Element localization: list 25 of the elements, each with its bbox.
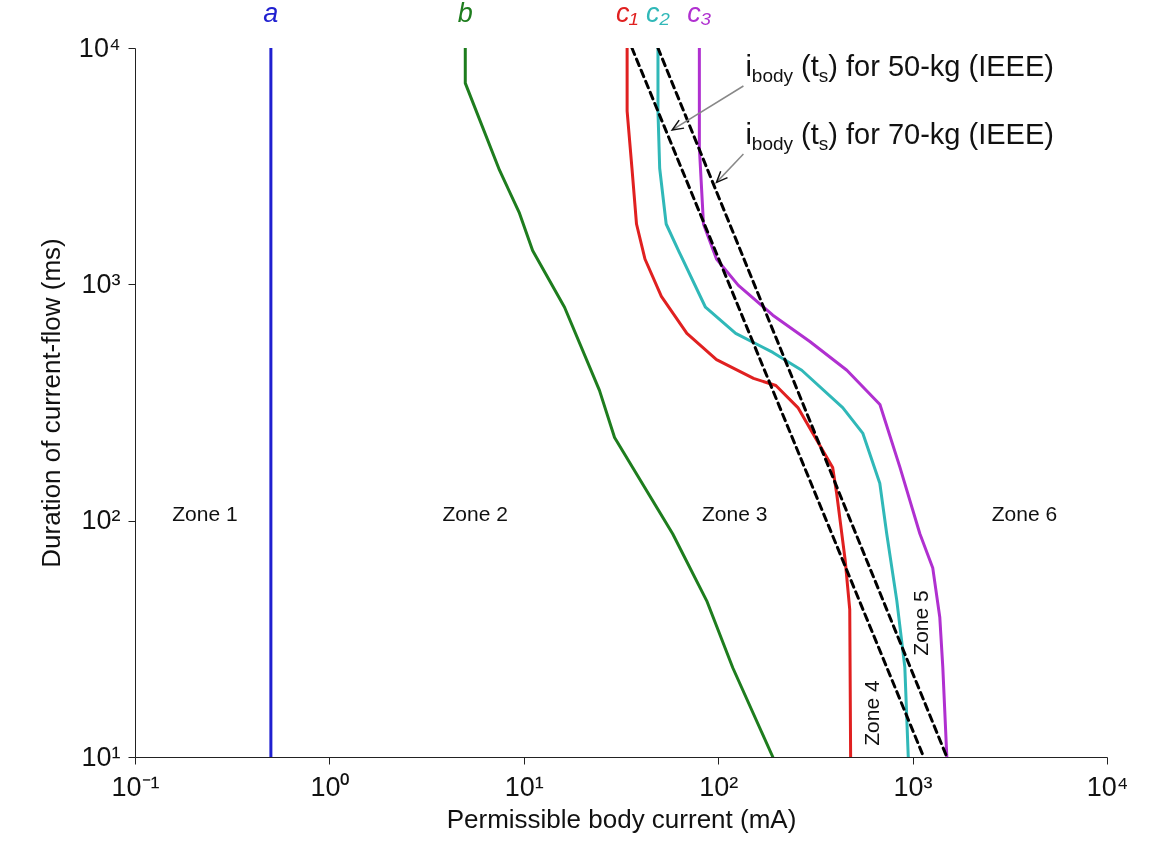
annotation: Zone 6 [991, 502, 1058, 526]
y-axis-title: Duration of current-flow (ms) [35, 238, 66, 568]
annotation: i$_{body}$ (t$_{s}$) for 50-kg (IEEE) [745, 50, 1054, 86]
annotation: i$_{body}$ (t$_{s}$) for 70-kg (IEEE) [745, 118, 1054, 154]
y-tick-label: 10¹ [81, 741, 121, 772]
series-label: c₂ [646, 0, 671, 28]
annotation: Zone 2 [442, 502, 508, 526]
x-tick-label: 10⁰ [310, 771, 350, 802]
annotation: Zone 5 [909, 590, 933, 656]
annotation: Zone 4 [859, 680, 883, 746]
series-label: a [263, 0, 279, 28]
x-tick-label: 10⁴ [1086, 771, 1129, 802]
series-label: b [457, 0, 473, 28]
series-label: c₁ [616, 0, 639, 28]
series-label: c₃ [687, 0, 712, 28]
x-axis-title: Permissible body current (mA) [446, 803, 797, 834]
y-tick-label: 10³ [81, 268, 121, 299]
annotation: Zone 3 [702, 502, 768, 526]
y-tick-label: 10² [81, 505, 121, 536]
x-tick-label: 10¹ [504, 771, 544, 802]
x-tick-label: 10³ [893, 771, 933, 802]
y-tick-label: 10⁴ [78, 32, 121, 63]
x-tick-label: 10⁻¹ [111, 771, 160, 802]
annotation: Zone 1 [172, 502, 238, 526]
x-tick-label: 10² [699, 771, 739, 802]
